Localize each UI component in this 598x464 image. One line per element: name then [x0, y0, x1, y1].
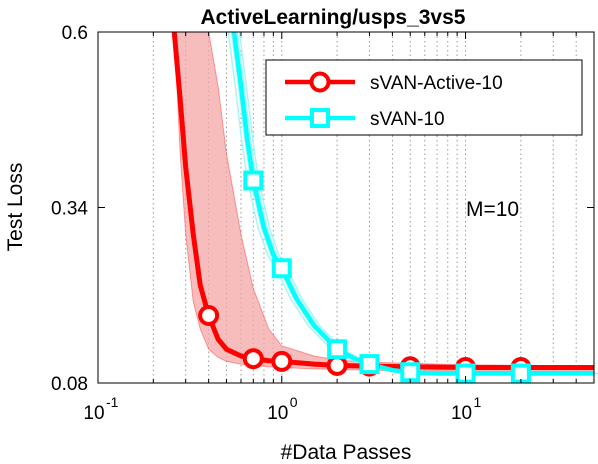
- legend-marker-circle: [309, 71, 331, 93]
- marker-circle: [242, 348, 264, 370]
- marker-square: [327, 339, 348, 360]
- legend-entry-1: sVAN-10: [285, 108, 445, 130]
- marker-circle: [326, 354, 348, 376]
- marker-circle: [271, 350, 293, 372]
- x-tick-label: 101: [451, 394, 482, 424]
- x-axis-label: #Data Passes: [281, 441, 412, 464]
- x-tick-label: 100: [267, 394, 298, 424]
- x-tick-base: 10: [451, 403, 472, 424]
- marker-square: [243, 170, 264, 191]
- x-tick-exponent: 1: [474, 394, 482, 410]
- x-tick-base: 10: [83, 403, 104, 424]
- annotation-m: M=10: [466, 198, 519, 221]
- y-tick-label: 0.08: [51, 374, 88, 395]
- marker-square: [271, 258, 292, 279]
- y-axis-label: Test Loss: [4, 163, 27, 252]
- legend: sVAN-Active-10 sVAN-10: [265, 59, 583, 136]
- y-tick-label: 0.6: [62, 23, 88, 44]
- legend-entry-0: sVAN-Active-10: [285, 71, 503, 94]
- chart-title: ActiveLearning/usps_3vs5: [201, 6, 466, 29]
- legend-label: sVAN-10: [370, 109, 445, 130]
- legend-label: sVAN-Active-10: [370, 73, 503, 94]
- y-tick-label: 0.34: [51, 199, 88, 220]
- y-tick-labels: 0.6 0.34 0.08: [51, 23, 88, 395]
- marker-square: [359, 354, 380, 375]
- marker-circle: [198, 305, 220, 326]
- axis-ticks: [97, 31, 595, 384]
- legend-marker-square: [310, 108, 330, 128]
- x-tick-exponent: -1: [106, 394, 119, 410]
- x-tick-base: 10: [267, 403, 288, 424]
- marker-square: [400, 362, 421, 383]
- x-tick-exponent: 0: [290, 394, 298, 410]
- x-tick-label: 10-1: [83, 394, 118, 424]
